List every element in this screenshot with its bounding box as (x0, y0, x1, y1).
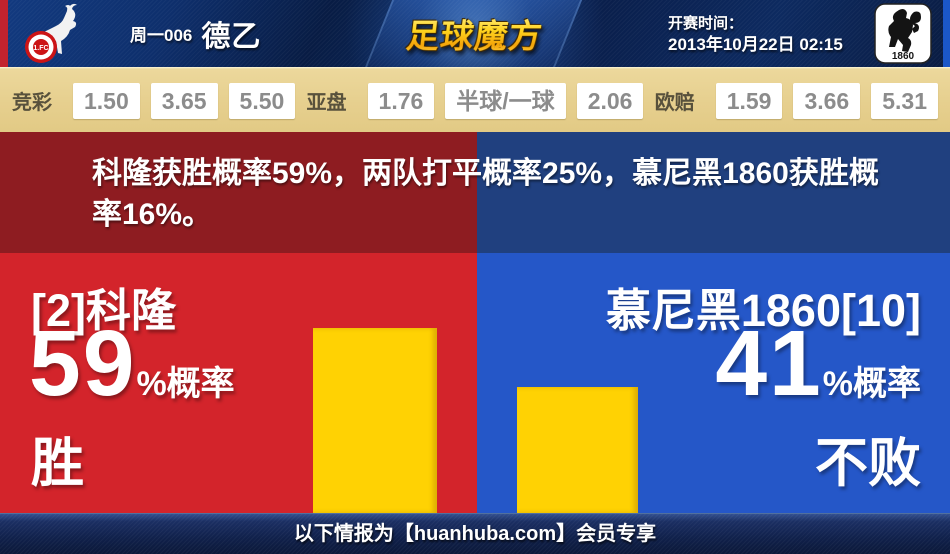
home-team-name: [2]科隆 (31, 285, 176, 336)
odds-group-european: 欧赔 1.59 3.66 5.31 (654, 82, 938, 119)
home-percent-suffix: %概率 (136, 365, 235, 403)
odds-bar: 竞彩 1.50 3.65 5.50 亚盘 1.76 半球/一球 2.06 欧赔 … (0, 69, 950, 132)
svg-text:1.FC: 1.FC (33, 45, 48, 52)
footer-bar: 以下情报为【huanhuba.com】会员专享 (0, 513, 950, 554)
probability-summary: 科隆获胜概率59%，两队打平概率25%，慕尼黑1860获胜概率16%。 (0, 132, 950, 253)
odds-value: 1.50 (73, 82, 140, 119)
away-percent-suffix: %概率 (822, 365, 921, 403)
kickoff-info: 开赛时间： 2013年10月22日 02:15 (668, 13, 843, 55)
summary-blue-background (477, 132, 950, 253)
away-probability: 41%概率 (715, 317, 921, 410)
home-probability: 59%概率 (29, 317, 235, 410)
kickoff-label: 开赛时间： (668, 15, 744, 32)
home-percent-value: 59 (29, 311, 137, 415)
site-logo: 足球魔方 (404, 9, 546, 57)
match-info: 周一006 德乙 (130, 0, 261, 67)
away-percent-value: 41 (715, 311, 823, 415)
odds-label: 亚盘 (306, 92, 347, 114)
home-team-koeln-badge-icon: 1.FC (16, 3, 102, 63)
odds-handicap-line: 半球/一球 (445, 82, 566, 119)
away-team-1860-badge-icon: 1860 (874, 3, 932, 64)
away-probability-bar (517, 387, 638, 513)
left-red-stripe (0, 0, 8, 67)
away-outcome: 不败 (815, 434, 921, 493)
odds-label: 欧赔 (654, 92, 695, 114)
odds-group-asian-handicap: 亚盘 1.76 半球/一球 2.06 (306, 82, 644, 119)
match-number: 周一006 (130, 26, 193, 45)
home-outcome: 胜 (31, 434, 84, 493)
away-team-name: 慕尼黑1860[10] (605, 285, 921, 336)
prediction-panels: [2]科隆 59%概率 胜 慕尼黑1860[10] 41%概率 不败 (0, 253, 950, 513)
odds-value: 1.76 (367, 82, 435, 119)
odds-group-sports-lottery: 竞彩 1.50 3.65 5.50 (12, 82, 296, 119)
odds-value: 3.65 (150, 82, 218, 119)
odds-value: 3.66 (793, 82, 861, 119)
footer-text: 以下情报为【huanhuba.com】会员专享 (293, 523, 657, 545)
summary-red-background (0, 132, 477, 253)
right-blue-stripe (943, 0, 950, 67)
odds-value: 2.06 (576, 82, 644, 119)
header-divider-line (0, 67, 950, 69)
summary-text: 科隆获胜概率59%，两队打平概率25%，慕尼黑1860获胜概率16%。 (92, 157, 879, 231)
odds-label: 竞彩 (12, 92, 52, 114)
home-probability-bar (313, 328, 437, 513)
kickoff-time: 2013年10月22日 02:15 (668, 35, 843, 54)
top-banner: 1.FC 周一006 德乙 足球魔方 开赛时间： 2013年10月22日 02:… (0, 0, 950, 67)
league-name: 德乙 (201, 20, 262, 53)
odds-value: 5.31 (871, 82, 938, 119)
odds-value: 1.59 (715, 82, 783, 119)
odds-value: 5.50 (228, 82, 296, 119)
svg-text:1860: 1860 (892, 51, 915, 62)
